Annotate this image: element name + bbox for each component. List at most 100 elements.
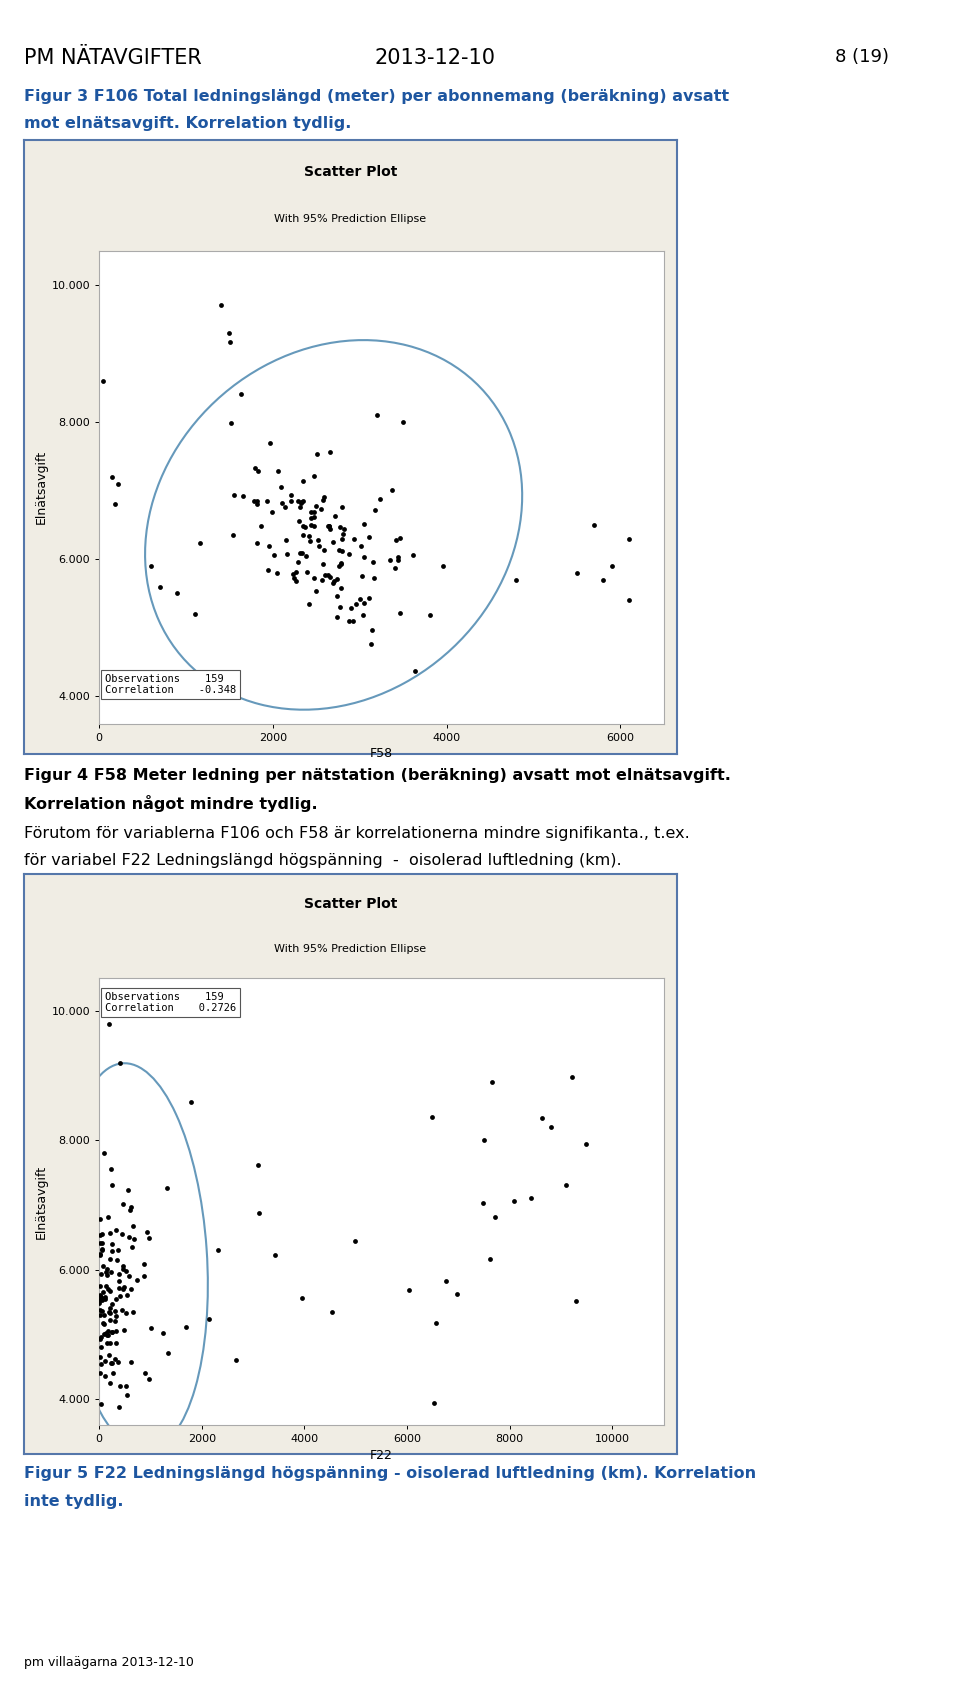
Text: 8 (19): 8 (19) — [835, 48, 889, 67]
Point — [139, 1219, 155, 1246]
Point — [97, 1362, 112, 1389]
Point — [262, 428, 277, 456]
Point — [93, 1350, 108, 1378]
Point — [100, 1261, 115, 1289]
Point — [107, 490, 122, 517]
Point — [93, 1260, 108, 1287]
Point — [293, 488, 308, 516]
Point — [355, 601, 371, 628]
Point — [316, 536, 331, 563]
Point — [91, 1289, 107, 1316]
Point — [579, 1130, 594, 1157]
Point — [106, 1359, 121, 1386]
Point — [335, 521, 350, 548]
Point — [396, 408, 411, 435]
Point — [111, 1273, 127, 1301]
Point — [95, 1287, 110, 1314]
Point — [110, 1349, 126, 1376]
Point — [122, 1197, 137, 1224]
Point — [293, 493, 308, 521]
Point — [311, 526, 326, 553]
Point — [103, 1221, 118, 1248]
Point — [367, 565, 382, 592]
Point — [329, 565, 345, 592]
Point — [274, 490, 289, 517]
Point — [226, 521, 241, 548]
Point — [93, 1284, 108, 1311]
Point — [325, 527, 341, 555]
Y-axis label: Elnätsavgift: Elnätsavgift — [35, 1164, 47, 1239]
Point — [269, 560, 284, 587]
Point — [323, 563, 338, 591]
Point — [99, 1321, 114, 1349]
Point — [277, 493, 293, 521]
Point — [278, 526, 294, 553]
Point — [289, 558, 304, 586]
Point — [250, 490, 265, 517]
Point — [507, 1188, 522, 1215]
Point — [97, 1139, 112, 1166]
Point — [334, 526, 349, 553]
Point — [153, 574, 168, 601]
Point — [93, 1273, 108, 1301]
Point — [108, 1330, 124, 1357]
Point — [314, 567, 329, 594]
Point — [92, 1280, 108, 1308]
Text: Figur 4 F58 Meter ledning per nätstation (beräkning) avsatt mot elnätsavgift.: Figur 4 F58 Meter ledning per nätstation… — [24, 768, 731, 784]
Point — [235, 481, 251, 509]
Point — [96, 1321, 111, 1349]
Point — [97, 1349, 112, 1376]
Point — [211, 1236, 227, 1263]
Point — [324, 1299, 340, 1326]
Point — [112, 1282, 128, 1309]
Text: Scatter Plot: Scatter Plot — [303, 164, 397, 179]
Point — [98, 1258, 113, 1285]
Point — [97, 1311, 112, 1338]
Point — [343, 594, 358, 621]
Point — [108, 1318, 123, 1345]
X-axis label: F22: F22 — [370, 1449, 393, 1461]
Text: 2013-12-10: 2013-12-10 — [374, 48, 495, 68]
Point — [306, 512, 322, 539]
Point — [120, 1176, 135, 1203]
Point — [387, 555, 402, 582]
Point — [314, 495, 329, 522]
Point — [202, 1306, 217, 1333]
Point — [327, 504, 343, 531]
Point — [122, 1263, 137, 1290]
Point — [103, 1294, 118, 1321]
Point — [136, 1250, 152, 1277]
Text: mot elnätsavgift. Korrelation tydlig.: mot elnätsavgift. Korrelation tydlig. — [24, 116, 351, 131]
Point — [94, 1323, 109, 1350]
Point — [97, 1284, 112, 1311]
Point — [92, 1241, 108, 1268]
Point — [103, 1349, 118, 1376]
Point — [95, 1253, 110, 1280]
Point — [294, 490, 309, 517]
Point — [291, 507, 306, 534]
Point — [179, 1313, 194, 1340]
Point — [92, 1229, 108, 1256]
Point — [143, 553, 158, 580]
Text: inte tydlig.: inte tydlig. — [24, 1494, 124, 1509]
Point — [368, 497, 383, 524]
Point — [192, 529, 207, 556]
Point — [116, 1316, 132, 1343]
Point — [98, 1272, 113, 1299]
Point — [301, 591, 317, 618]
Point — [595, 567, 611, 594]
Point — [119, 1372, 134, 1400]
Point — [156, 1320, 171, 1347]
Point — [101, 1203, 116, 1231]
Point — [334, 493, 349, 521]
Point — [289, 567, 304, 594]
Point — [170, 580, 185, 608]
Point — [362, 524, 377, 551]
Point — [102, 1299, 117, 1326]
Point — [115, 1253, 131, 1280]
Point — [543, 1113, 559, 1140]
Point — [296, 521, 311, 548]
Point — [115, 1190, 131, 1217]
Point — [111, 1267, 127, 1294]
Point — [309, 440, 324, 468]
